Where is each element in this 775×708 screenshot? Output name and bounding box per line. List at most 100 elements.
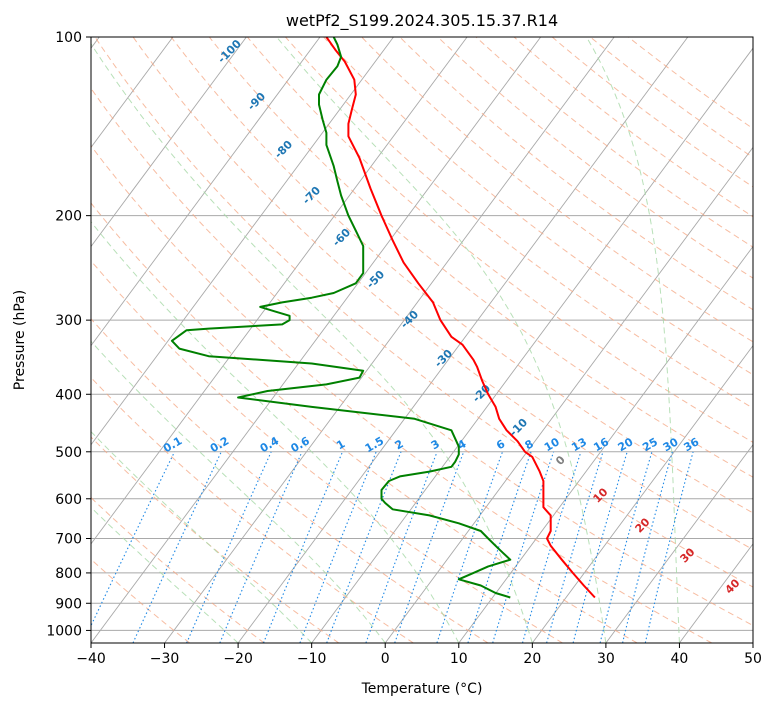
dry-adiabat-line [589, 37, 753, 159]
dry-adiabat-label: 10 [591, 485, 611, 505]
isotherm-line [91, 37, 394, 446]
mixing-ratio-line [299, 451, 377, 643]
dry-adiabat-line [91, 144, 713, 643]
y-tick-label: 900 [55, 596, 82, 612]
mixing-ratio-line [132, 451, 222, 643]
profile-lines [170, 37, 596, 599]
y-tick-label: 500 [55, 445, 82, 461]
mixing-ratio-line [644, 451, 694, 643]
isotherm-label: -60 [330, 226, 353, 249]
mixing-ratio-line [219, 451, 303, 643]
isotherm-line [752, 642, 753, 643]
mixing-ratio-line [394, 451, 465, 643]
isotherm-line [237, 37, 689, 643]
y-tick-label: 600 [55, 492, 82, 508]
dry-adiabat-line [91, 202, 638, 643]
dry-adiabat-label: 30 [678, 545, 698, 565]
dry-adiabat-line [361, 37, 753, 343]
mixing-ratio-line [521, 451, 582, 643]
isotherm-line [311, 47, 753, 643]
dewpoint-line [170, 37, 512, 599]
y-tick-label: 800 [55, 566, 82, 582]
dry-adiabat-line [91, 87, 753, 627]
dry-adiabat-line [208, 37, 753, 478]
mixing-ratio-line [326, 451, 402, 643]
mixing-ratio-line [492, 451, 555, 643]
isotherm-label: -80 [272, 138, 295, 161]
dry-adiabat-line [91, 260, 563, 643]
isotherm-label: -40 [398, 308, 421, 331]
isotherm-label: -10 [507, 416, 530, 439]
dry-adiabat-line [551, 37, 753, 188]
mixing-ratio-line [546, 451, 604, 643]
isotherm-line [458, 245, 753, 643]
y-tick-label: 1000 [46, 623, 82, 639]
dry-adiabat-line [323, 37, 753, 376]
x-tick-label: −10 [297, 651, 327, 667]
dry-adiabat-label: 20 [633, 515, 653, 535]
mixing-ratio-line [467, 451, 532, 643]
x-tick-label: 30 [597, 651, 615, 667]
x-tick-label: −30 [150, 651, 180, 667]
x-tick-label: 20 [523, 651, 541, 667]
moist-adiabat-line [91, 42, 533, 643]
isotherm-label: -90 [245, 90, 268, 113]
dry-adiabat-line [475, 37, 753, 248]
moist-adiabat-line [91, 221, 460, 643]
y-axis: 100 200 300 400 500 600 700 800 900 1000 [46, 30, 91, 639]
dry-adiabat-labels: 0 10 20 30 40 [553, 453, 743, 597]
mixing-ratio-line [622, 451, 673, 643]
y-tick-label: 700 [55, 532, 82, 548]
isotherm-line [91, 37, 247, 248]
mixing-ratio-label: 2 [393, 437, 406, 452]
mixing-ratio-line [436, 451, 504, 643]
dry-adiabat-line [513, 37, 753, 218]
dry-adiabat-line [91, 376, 414, 643]
background-lines [91, 37, 753, 643]
mixing-ratio-line [262, 451, 344, 643]
y-tick-label: 200 [55, 209, 82, 225]
x-tick-label: 50 [744, 651, 762, 667]
dry-adiabat-line [437, 37, 753, 279]
dry-adiabat-line [91, 318, 489, 643]
isotherm-line [91, 37, 321, 347]
mixing-ratio-label: 3 [429, 437, 442, 452]
mixing-ratio-line [91, 451, 175, 627]
moist-adiabat-line [91, 340, 386, 643]
y-tick-label: 100 [55, 30, 82, 46]
chart-title: wetPf2_S199.2024.305.15.37.R14 [286, 11, 558, 31]
dry-adiabat-label: 0 [553, 453, 568, 468]
mixing-ratio-line [599, 451, 653, 643]
x-axis: −40 −30 −20 −10 0 10 20 30 40 50 [76, 643, 762, 667]
y-axis-label: Pressure (hPa) [12, 290, 28, 390]
dry-adiabat-line [285, 37, 753, 409]
mixing-ratio-label: 6 [494, 437, 507, 452]
isotherm-line [164, 37, 615, 643]
x-tick-label: −40 [76, 651, 106, 667]
x-tick-label: 10 [450, 651, 468, 667]
isotherm-line [91, 37, 468, 545]
x-tick-label: 40 [671, 651, 689, 667]
moist-adiabat-line [276, 37, 607, 643]
plot-frame [90, 36, 754, 644]
isotherm-line [91, 37, 542, 643]
dry-adiabat-line [94, 37, 753, 588]
moist-adiabat-line [586, 37, 680, 643]
x-axis-label: Temperature (°C) [361, 681, 483, 697]
dry-adiabat-line [170, 37, 753, 514]
isotherm-line [91, 37, 174, 149]
y-tick-label: 400 [55, 387, 82, 403]
isotherm-line [384, 146, 753, 643]
isotherm-label: -30 [432, 347, 455, 370]
dry-adiabat-line [247, 37, 753, 443]
dry-adiabat-line [132, 37, 753, 551]
mixing-ratio-line [365, 451, 438, 643]
x-tick-label: 0 [381, 651, 390, 667]
mixing-ratio-line [186, 451, 272, 643]
mixing-ratio-line [572, 451, 628, 643]
temperature-line [325, 37, 596, 599]
isotherm-line [605, 443, 753, 643]
dry-adiabat-label: 40 [723, 576, 743, 596]
isotherm-line [531, 344, 753, 643]
